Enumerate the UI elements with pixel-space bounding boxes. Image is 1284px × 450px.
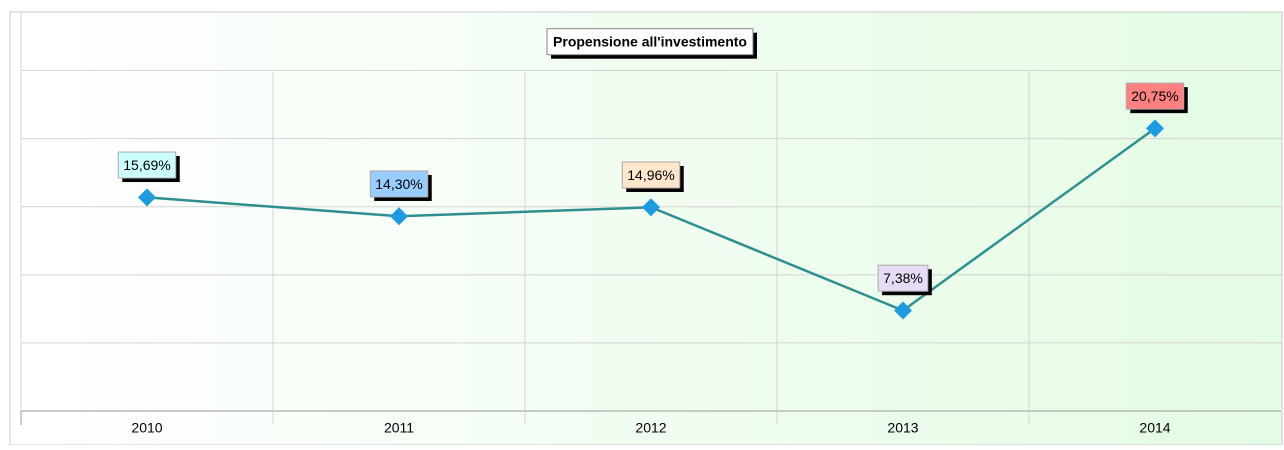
x-tick-label: 2010 <box>131 420 162 436</box>
data-label: 14,96% <box>627 167 674 183</box>
data-label-box <box>117 151 177 179</box>
x-tick-label: 2014 <box>1139 420 1170 436</box>
chart-background <box>9 11 1283 446</box>
marker <box>1146 119 1164 138</box>
chart-title: Propensione all'investimento <box>553 34 747 50</box>
data-label: 20,75% <box>1131 88 1178 104</box>
x-tick-label: 2011 <box>384 420 414 436</box>
data-label: 14,30% <box>375 176 422 192</box>
title-box <box>546 28 754 56</box>
x-tick-label: 2012 <box>635 420 666 436</box>
marker <box>138 188 156 207</box>
x-tick-label: 2013 <box>887 420 918 436</box>
data-label: 15,69% <box>123 157 170 173</box>
data-label-box <box>1125 82 1185 110</box>
data-label-box <box>621 161 681 189</box>
marker <box>642 198 660 217</box>
data-label-box <box>877 264 929 292</box>
data-label-box <box>369 170 429 198</box>
marker <box>894 301 912 320</box>
marker <box>390 207 408 226</box>
data-label: 7,38% <box>883 270 923 286</box>
